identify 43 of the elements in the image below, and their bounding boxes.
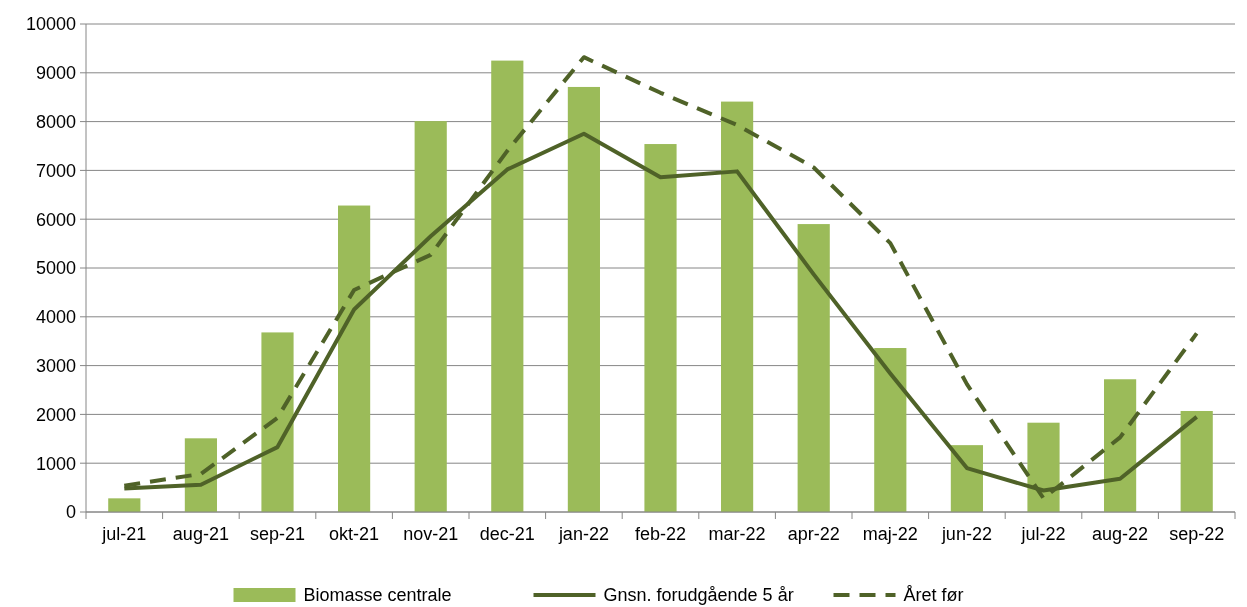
- bar: [261, 332, 294, 512]
- x-tick-label: dec-21: [479, 524, 535, 544]
- x-tick-label: aug-22: [1092, 524, 1149, 544]
- bar: [874, 348, 907, 512]
- legend-label: Gnsn. forudgående 5 år: [603, 585, 794, 606]
- bar: [644, 144, 677, 512]
- bar: [950, 445, 983, 512]
- x-tick-label: jul-22: [1020, 524, 1066, 544]
- y-tick-label: 2000: [35, 404, 76, 425]
- x-tick-label: apr-22: [787, 524, 840, 544]
- bar: [721, 101, 754, 512]
- bar: [567, 86, 600, 512]
- x-tick-label: sep-22: [1169, 524, 1225, 544]
- x-tick-label: okt-21: [329, 524, 380, 544]
- y-tick-label: 0: [65, 502, 76, 523]
- x-tick-label: jan-22: [557, 524, 609, 544]
- bar: [414, 121, 447, 512]
- bar: [1104, 379, 1137, 512]
- y-tick-label: 3000: [35, 355, 76, 376]
- x-tick-label: aug-21: [172, 524, 229, 544]
- bar: [1027, 422, 1060, 512]
- bar: [108, 498, 141, 512]
- y-tick-label: 6000: [35, 209, 76, 230]
- bar: [491, 60, 524, 512]
- legend-label: Året før: [903, 585, 964, 606]
- y-tick-label: 7000: [35, 160, 76, 181]
- y-tick-label: 4000: [35, 307, 76, 328]
- y-tick-label: 5000: [35, 258, 76, 279]
- bar: [797, 224, 830, 512]
- legend-label: Biomasse centrale: [303, 585, 452, 606]
- y-tick-label: 10000: [25, 14, 76, 35]
- y-tick-label: 8000: [35, 111, 76, 132]
- x-tick-label: sep-21: [249, 524, 306, 544]
- bar: [338, 205, 371, 512]
- x-tick-label: feb-22: [634, 524, 687, 544]
- x-tick-label: mar-22: [708, 524, 766, 544]
- x-tick-label: maj-22: [862, 524, 918, 544]
- bar: [1180, 410, 1213, 512]
- x-tick-label: jun-22: [940, 524, 992, 544]
- y-tick-label: 9000: [35, 63, 76, 84]
- x-tick-label: nov-21: [403, 524, 459, 544]
- y-tick-label: 1000: [35, 453, 76, 474]
- x-tick-label: jul-21: [101, 524, 147, 544]
